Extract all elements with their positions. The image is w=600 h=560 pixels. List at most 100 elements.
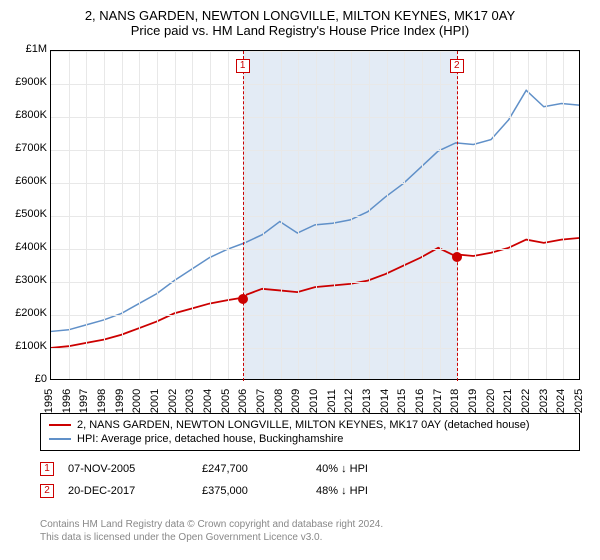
gridline-v xyxy=(86,51,87,379)
gridline-h xyxy=(51,51,579,52)
x-tick-label: 2009 xyxy=(291,389,303,413)
gridline-v xyxy=(334,51,335,379)
x-tick-label: 2007 xyxy=(255,389,267,413)
footnote: Contains HM Land Registry data © Crown c… xyxy=(40,518,383,544)
y-tick-label: £0 xyxy=(2,373,47,385)
x-tick-label: 2005 xyxy=(220,389,232,413)
y-tick-label: £400K xyxy=(2,241,47,253)
x-tick-label: 2002 xyxy=(167,389,179,413)
gridline-v xyxy=(528,51,529,379)
sale-date-2: 20-DEC-2017 xyxy=(68,485,188,497)
gridline-v xyxy=(404,51,405,379)
gridline-v xyxy=(157,51,158,379)
sale-marker-box: 2 xyxy=(450,59,464,73)
gridline-v xyxy=(440,51,441,379)
gridline-v xyxy=(175,51,176,379)
gridline-h xyxy=(51,216,579,217)
gridline-h xyxy=(51,150,579,151)
x-tick-label: 2008 xyxy=(273,389,285,413)
gridline-v xyxy=(563,51,564,379)
x-tick-label: 2025 xyxy=(573,389,585,413)
x-tick-label: 2011 xyxy=(325,389,337,413)
x-tick-label: 2018 xyxy=(450,389,462,413)
footnote-line-1: Contains HM Land Registry data © Crown c… xyxy=(40,518,383,531)
x-tick-label: 1998 xyxy=(96,389,108,413)
gridline-v xyxy=(316,51,317,379)
title-line-1: 2, NANS GARDEN, NEWTON LONGVILLE, MILTON… xyxy=(0,8,600,23)
sales-row-1: 1 07-NOV-2005 £247,700 40% ↓ HPI xyxy=(40,458,436,480)
container: 2, NANS GARDEN, NEWTON LONGVILLE, MILTON… xyxy=(0,0,600,560)
gridline-v xyxy=(192,51,193,379)
gridline-h xyxy=(51,315,579,316)
y-tick-label: £200K xyxy=(2,307,47,319)
x-tick-label: 1996 xyxy=(61,389,73,413)
x-tick-label: 2001 xyxy=(149,389,161,413)
gridline-h xyxy=(51,183,579,184)
title-block: 2, NANS GARDEN, NEWTON LONGVILLE, MILTON… xyxy=(0,0,600,42)
gridline-v xyxy=(422,51,423,379)
legend-row-1: 2, NANS GARDEN, NEWTON LONGVILLE, MILTON… xyxy=(49,418,571,432)
x-tick-label: 2012 xyxy=(344,389,356,413)
x-tick-label: 2004 xyxy=(202,389,214,413)
sale-date-1: 07-NOV-2005 xyxy=(68,463,188,475)
gridline-v xyxy=(510,51,511,379)
y-tick-label: £500K xyxy=(2,208,47,220)
legend-label-1: 2, NANS GARDEN, NEWTON LONGVILLE, MILTON… xyxy=(77,419,530,431)
gridline-h xyxy=(51,282,579,283)
x-tick-label: 2020 xyxy=(485,389,497,413)
x-tick-label: 2016 xyxy=(414,389,426,413)
x-tick-label: 2023 xyxy=(538,389,550,413)
y-tick-label: £300K xyxy=(2,274,47,286)
x-tick-label: 2019 xyxy=(467,389,479,413)
x-tick-label: 2003 xyxy=(185,389,197,413)
gridline-h xyxy=(51,249,579,250)
gridline-v xyxy=(493,51,494,379)
x-tick-label: 2024 xyxy=(556,389,568,413)
gridline-v xyxy=(298,51,299,379)
gridline-h xyxy=(51,117,579,118)
sale-dot xyxy=(452,252,462,262)
series-property xyxy=(51,238,579,348)
gridline-v xyxy=(228,51,229,379)
sale-price-1: £247,700 xyxy=(202,463,302,475)
gridline-v xyxy=(139,51,140,379)
legend-swatch-property xyxy=(49,424,71,426)
y-tick-label: £600K xyxy=(2,175,47,187)
x-tick-label: 2021 xyxy=(503,389,515,413)
gridline-v xyxy=(369,51,370,379)
chart-area: 12 xyxy=(50,50,580,380)
gridline-v xyxy=(210,51,211,379)
x-tick-label: 2015 xyxy=(397,389,409,413)
gridline-h xyxy=(51,84,579,85)
sale-dash xyxy=(457,51,458,381)
legend-row-2: HPI: Average price, detached house, Buck… xyxy=(49,432,571,446)
chart-svg xyxy=(51,51,579,379)
x-tick-label: 2006 xyxy=(238,389,250,413)
x-tick-label: 1997 xyxy=(79,389,91,413)
legend-label-2: HPI: Average price, detached house, Buck… xyxy=(77,433,343,445)
x-tick-label: 2013 xyxy=(361,389,373,413)
sales-table: 1 07-NOV-2005 £247,700 40% ↓ HPI 2 20-DE… xyxy=(40,458,436,502)
gridline-v xyxy=(245,51,246,379)
gridline-v xyxy=(69,51,70,379)
gridline-v xyxy=(281,51,282,379)
y-tick-label: £800K xyxy=(2,109,47,121)
sale-marker-box: 1 xyxy=(236,59,250,73)
sales-row-2: 2 20-DEC-2017 £375,000 48% ↓ HPI xyxy=(40,480,436,502)
gridline-v xyxy=(263,51,264,379)
sale-marker-2: 2 xyxy=(40,484,54,498)
y-tick-label: £700K xyxy=(2,142,47,154)
x-tick-label: 1995 xyxy=(43,389,55,413)
sale-pct-2: 48% ↓ HPI xyxy=(316,485,436,497)
series-hpi xyxy=(51,90,579,331)
legend: 2, NANS GARDEN, NEWTON LONGVILLE, MILTON… xyxy=(40,413,580,451)
footnote-line-2: This data is licensed under the Open Gov… xyxy=(40,531,383,544)
gridline-v xyxy=(475,51,476,379)
gridline-v xyxy=(387,51,388,379)
x-tick-label: 2010 xyxy=(308,389,320,413)
gridline-v xyxy=(351,51,352,379)
x-tick-label: 2000 xyxy=(132,389,144,413)
title-line-2: Price paid vs. HM Land Registry's House … xyxy=(0,23,600,38)
x-tick-label: 2022 xyxy=(520,389,532,413)
sale-pct-1: 40% ↓ HPI xyxy=(316,463,436,475)
